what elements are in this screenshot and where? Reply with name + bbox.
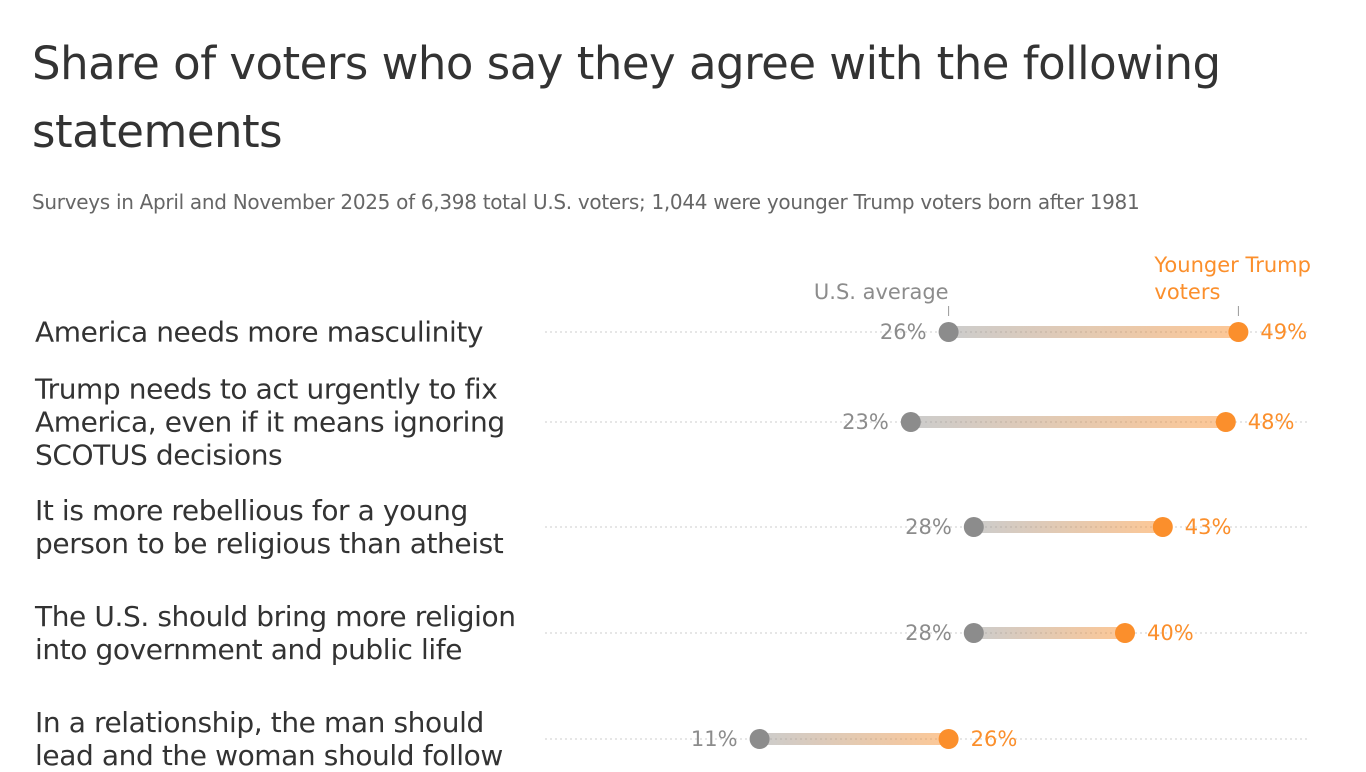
chart-subtitle: Surveys in April and November 2025 of 6,… <box>32 190 1140 214</box>
legend-label: Younger Trump voters <box>1154 253 1311 304</box>
value-label: 28% <box>905 621 952 645</box>
value-label: 11% <box>691 727 738 751</box>
value-label: 48% <box>1248 410 1295 434</box>
value-label: 49% <box>1260 320 1307 344</box>
dot <box>1228 322 1249 342</box>
category-label: It is more rebellious for a young person… <box>35 494 504 560</box>
dot <box>1115 623 1135 643</box>
dot <box>938 729 959 749</box>
dot <box>1215 412 1236 432</box>
category-label: The U.S. should bring more religion into… <box>35 600 516 666</box>
connector <box>910 416 1226 428</box>
value-label: 23% <box>842 410 889 434</box>
value-label: 40% <box>1147 621 1194 645</box>
dot <box>1152 517 1173 537</box>
category-label: Trump needs to act urgently to fix Ameri… <box>35 372 505 472</box>
connector <box>759 733 949 745</box>
dot <box>963 517 984 537</box>
category-label: In a relationship, the man should lead a… <box>35 706 503 772</box>
dot <box>938 322 959 342</box>
dot <box>963 623 984 643</box>
dot <box>749 729 770 749</box>
legend-label: U.S. average <box>813 280 949 304</box>
connector <box>973 521 1163 533</box>
chart-title: Share of voters who say they agree with … <box>32 37 1221 158</box>
value-label: 26% <box>971 727 1018 751</box>
dot <box>900 412 921 432</box>
category-label: America needs more masculinity <box>35 315 484 349</box>
connector <box>948 326 1239 338</box>
value-label: 26% <box>880 320 927 344</box>
value-label: 43% <box>1185 515 1232 539</box>
connector <box>973 627 1125 639</box>
value-label: 28% <box>905 515 952 539</box>
